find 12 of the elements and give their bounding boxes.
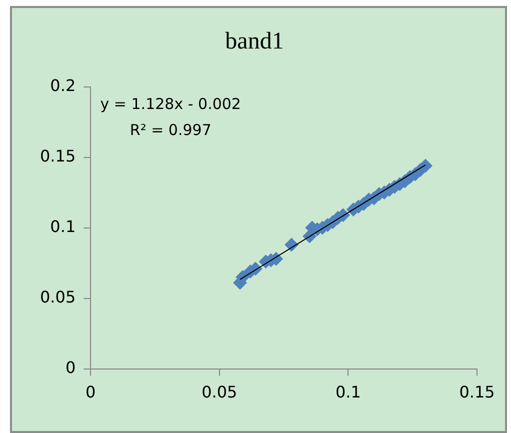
- x-tick-label: 0.1: [335, 382, 361, 402]
- y-tick-label: 0: [65, 358, 76, 377]
- y-tick-label: 0.2: [50, 76, 76, 95]
- annotation: R² = 0.997: [130, 120, 212, 139]
- x-tick-label: 0: [86, 382, 96, 402]
- x-tick-label: 0.15: [459, 382, 495, 402]
- y-tick-label: 0.05: [40, 287, 76, 306]
- x-tick-label: 0.05: [202, 382, 238, 402]
- y-tick-label: 0.15: [40, 146, 76, 166]
- annotation: y = 1.128x - 0.002: [100, 94, 241, 113]
- y-tick-label: 0.1: [50, 216, 76, 236]
- chart-title: band1: [225, 28, 284, 55]
